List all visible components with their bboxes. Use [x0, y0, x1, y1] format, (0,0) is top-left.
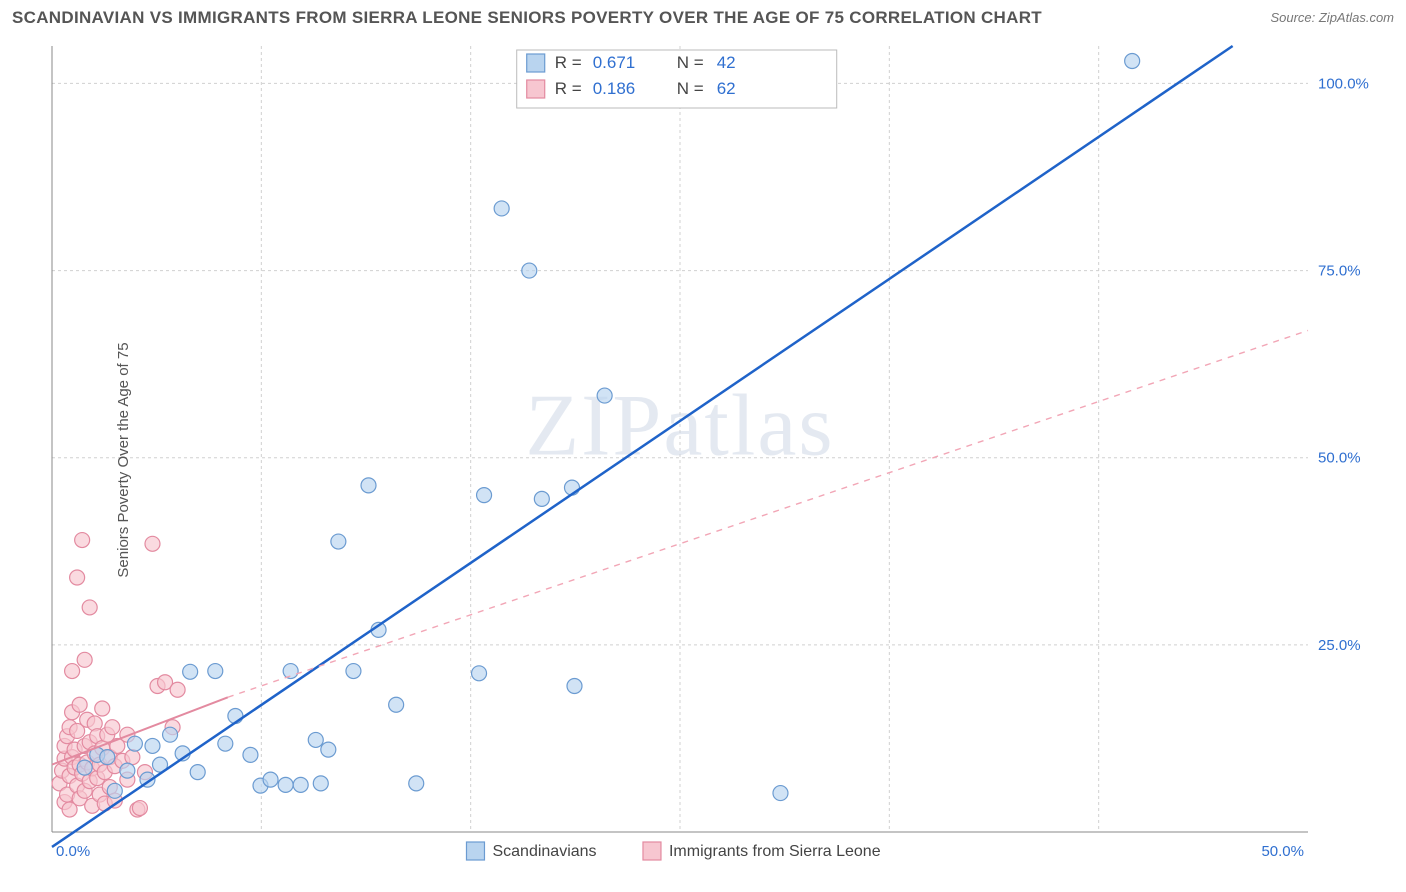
data-point — [100, 750, 115, 765]
data-point — [472, 666, 487, 681]
data-point — [308, 732, 323, 747]
legend-label: Scandinavians — [492, 843, 596, 860]
data-point — [107, 783, 122, 798]
data-point — [208, 664, 223, 679]
data-point — [389, 697, 404, 712]
legend-r-value: 0.671 — [593, 53, 636, 72]
data-point — [145, 536, 160, 551]
data-point — [409, 776, 424, 791]
data-point — [331, 534, 346, 549]
data-point — [82, 600, 97, 615]
scatter-chart: 25.0% 50.0% 75.0% 100.0% 0.0% 50.0% ZIPatlas R … — [12, 40, 1394, 880]
data-point — [120, 763, 135, 778]
data-point — [283, 664, 298, 679]
data-point — [125, 750, 140, 765]
legend-swatch — [527, 80, 545, 98]
data-point — [313, 776, 328, 791]
data-point — [163, 727, 178, 742]
data-point — [597, 388, 612, 403]
legend-swatch — [643, 842, 661, 860]
data-point — [75, 533, 90, 548]
legend-r-label: R = — [555, 53, 582, 72]
data-point — [132, 801, 147, 816]
y-tick-label: 50.0% — [1318, 450, 1361, 467]
data-point — [145, 738, 160, 753]
data-point — [534, 491, 549, 506]
data-point — [773, 786, 788, 801]
data-point — [346, 664, 361, 679]
data-point — [263, 772, 278, 787]
data-point — [293, 777, 308, 792]
watermark: ZIPatlas — [525, 378, 834, 475]
legend-swatch — [527, 54, 545, 72]
y-tick-label: 25.0% — [1318, 637, 1361, 654]
y-axis-label: Seniors Poverty Over the Age of 75 — [115, 342, 132, 577]
data-point — [127, 736, 142, 751]
legend-label: Immigrants from Sierra Leone — [669, 843, 881, 860]
y-tick-label: 100.0% — [1318, 75, 1369, 92]
data-point — [522, 263, 537, 278]
data-point — [77, 760, 92, 775]
data-point — [567, 679, 582, 694]
data-point — [183, 664, 198, 679]
data-point — [243, 747, 258, 762]
legend-r-label: R = — [555, 79, 582, 98]
data-point — [278, 777, 293, 792]
data-point — [321, 742, 336, 757]
data-point — [1125, 53, 1140, 68]
legend-r-value: 0.186 — [593, 79, 636, 98]
data-point — [72, 697, 87, 712]
data-point — [77, 652, 92, 667]
data-point — [218, 736, 233, 751]
data-point — [65, 664, 80, 679]
data-point — [477, 488, 492, 503]
x-tick-label: 0.0% — [56, 843, 90, 860]
data-point — [170, 682, 185, 697]
legend-n-value: 42 — [717, 53, 736, 72]
data-point — [105, 720, 120, 735]
data-point — [95, 701, 110, 716]
header: SCANDINAVIAN VS IMMIGRANTS FROM SIERRA L… — [12, 8, 1394, 36]
source-credit: Source: ZipAtlas.com — [1270, 10, 1394, 25]
legend-swatch — [466, 842, 484, 860]
y-tick-label: 75.0% — [1318, 263, 1361, 280]
chart-title: SCANDINAVIAN VS IMMIGRANTS FROM SIERRA L… — [12, 8, 1042, 27]
x-tick-label: 50.0% — [1261, 843, 1304, 860]
data-point — [361, 478, 376, 493]
legend-n-value: 62 — [717, 79, 736, 98]
data-point — [190, 765, 205, 780]
chart-area: Seniors Poverty Over the Age of 75 25.0%… — [12, 40, 1394, 880]
regression-line-blue — [52, 46, 1233, 847]
data-point — [70, 570, 85, 585]
legend-n-label: N = — [677, 79, 704, 98]
legend-n-label: N = — [677, 53, 704, 72]
data-point — [494, 201, 509, 216]
